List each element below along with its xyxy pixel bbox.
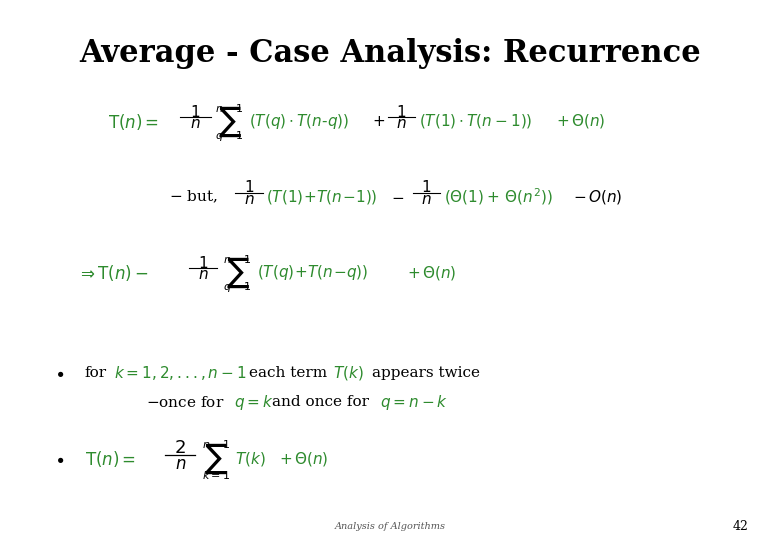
- Text: $-$once for: $-$once for: [146, 395, 225, 410]
- Text: and once for: and once for: [271, 395, 369, 409]
- Text: $-$ but,$\;\;$: $-$ but,$\;\;$: [168, 189, 218, 205]
- Text: $n$: $n$: [396, 117, 406, 131]
- Text: 42: 42: [732, 520, 749, 533]
- Text: $(T(q)\!+\!T(n\!-\!q))$: $(T(q)\!+\!T(n\!-\!q))$: [257, 263, 368, 282]
- Text: $\sum$: $\sum$: [225, 255, 250, 290]
- Text: Analysis of Algorithms: Analysis of Algorithms: [335, 522, 445, 531]
- Text: $1$: $1$: [396, 104, 406, 120]
- Text: $\bullet$: $\bullet$: [55, 363, 65, 382]
- Text: $+\,\Theta(n)$: $+\,\Theta(n)$: [407, 264, 456, 282]
- Text: $(\Theta(1)+\,\Theta(n^2))$: $(\Theta(1)+\,\Theta(n^2))$: [444, 187, 553, 207]
- Text: $n$: $n$: [243, 193, 254, 207]
- Text: for: for: [85, 366, 107, 380]
- Text: $n-1$: $n-1$: [202, 438, 230, 450]
- Text: $1$: $1$: [190, 104, 200, 120]
- Text: $\Rightarrow\mathrm{T}(n)-$: $\Rightarrow\mathrm{T}(n)-$: [77, 262, 149, 283]
- Text: $\bullet$: $\bullet$: [55, 450, 65, 468]
- Text: $n-1$: $n-1$: [223, 253, 252, 265]
- Text: $q=k$: $q=k$: [234, 393, 273, 412]
- Text: $T(k)$: $T(k)$: [235, 450, 266, 468]
- Text: $k=1$: $k=1$: [202, 469, 230, 481]
- Text: $\sum$: $\sum$: [218, 104, 242, 139]
- Text: $q=1$: $q=1$: [215, 129, 244, 143]
- Text: $T(k)$: $T(k)$: [333, 363, 363, 382]
- Text: $\mathrm{T}(n)=$: $\mathrm{T}(n)=$: [85, 449, 136, 469]
- Text: $q=1$: $q=1$: [223, 280, 252, 294]
- Text: $1$: $1$: [198, 255, 208, 271]
- Text: $n-1$: $n-1$: [215, 102, 244, 114]
- Text: $q=n-k$: $q=n-k$: [380, 393, 448, 412]
- Text: $2$: $2$: [175, 439, 186, 457]
- Text: $n$: $n$: [190, 117, 200, 131]
- Text: $\mathrm{T}(n)=$: $\mathrm{T}(n)=$: [108, 111, 159, 132]
- Text: $-\,O(n)$: $-\,O(n)$: [573, 188, 622, 206]
- Text: $1$: $1$: [244, 179, 254, 195]
- Text: $1$: $1$: [421, 179, 432, 195]
- Text: $n$: $n$: [198, 268, 208, 282]
- Text: $(T(q)\cdot T(n\text{-}q))$: $(T(q)\cdot T(n\text{-}q))$: [249, 112, 349, 131]
- Text: appears twice: appears twice: [373, 366, 480, 380]
- Text: $+\,\Theta(n)$: $+\,\Theta(n)$: [556, 112, 606, 131]
- Text: $\sum$: $\sum$: [204, 442, 228, 476]
- Text: each term: each term: [249, 366, 327, 380]
- Text: $+\,\Theta(n)$: $+\,\Theta(n)$: [279, 450, 329, 468]
- Text: $n$: $n$: [421, 193, 432, 207]
- Text: $-$: $-$: [391, 190, 404, 204]
- Text: $+$: $+$: [372, 114, 385, 129]
- Text: Average - Case Analysis: Recurrence: Average - Case Analysis: Recurrence: [79, 38, 701, 69]
- Text: $(T(1)\cdot T(n-1))$: $(T(1)\cdot T(n-1))$: [419, 112, 533, 131]
- Text: $n$: $n$: [175, 456, 186, 473]
- Text: $(T(1)\!+\!T(n\!-\!1))$: $(T(1)\!+\!T(n\!-\!1))$: [267, 188, 378, 206]
- Text: $k=1,2,...,n-1$: $k=1,2,...,n-1$: [114, 363, 246, 382]
